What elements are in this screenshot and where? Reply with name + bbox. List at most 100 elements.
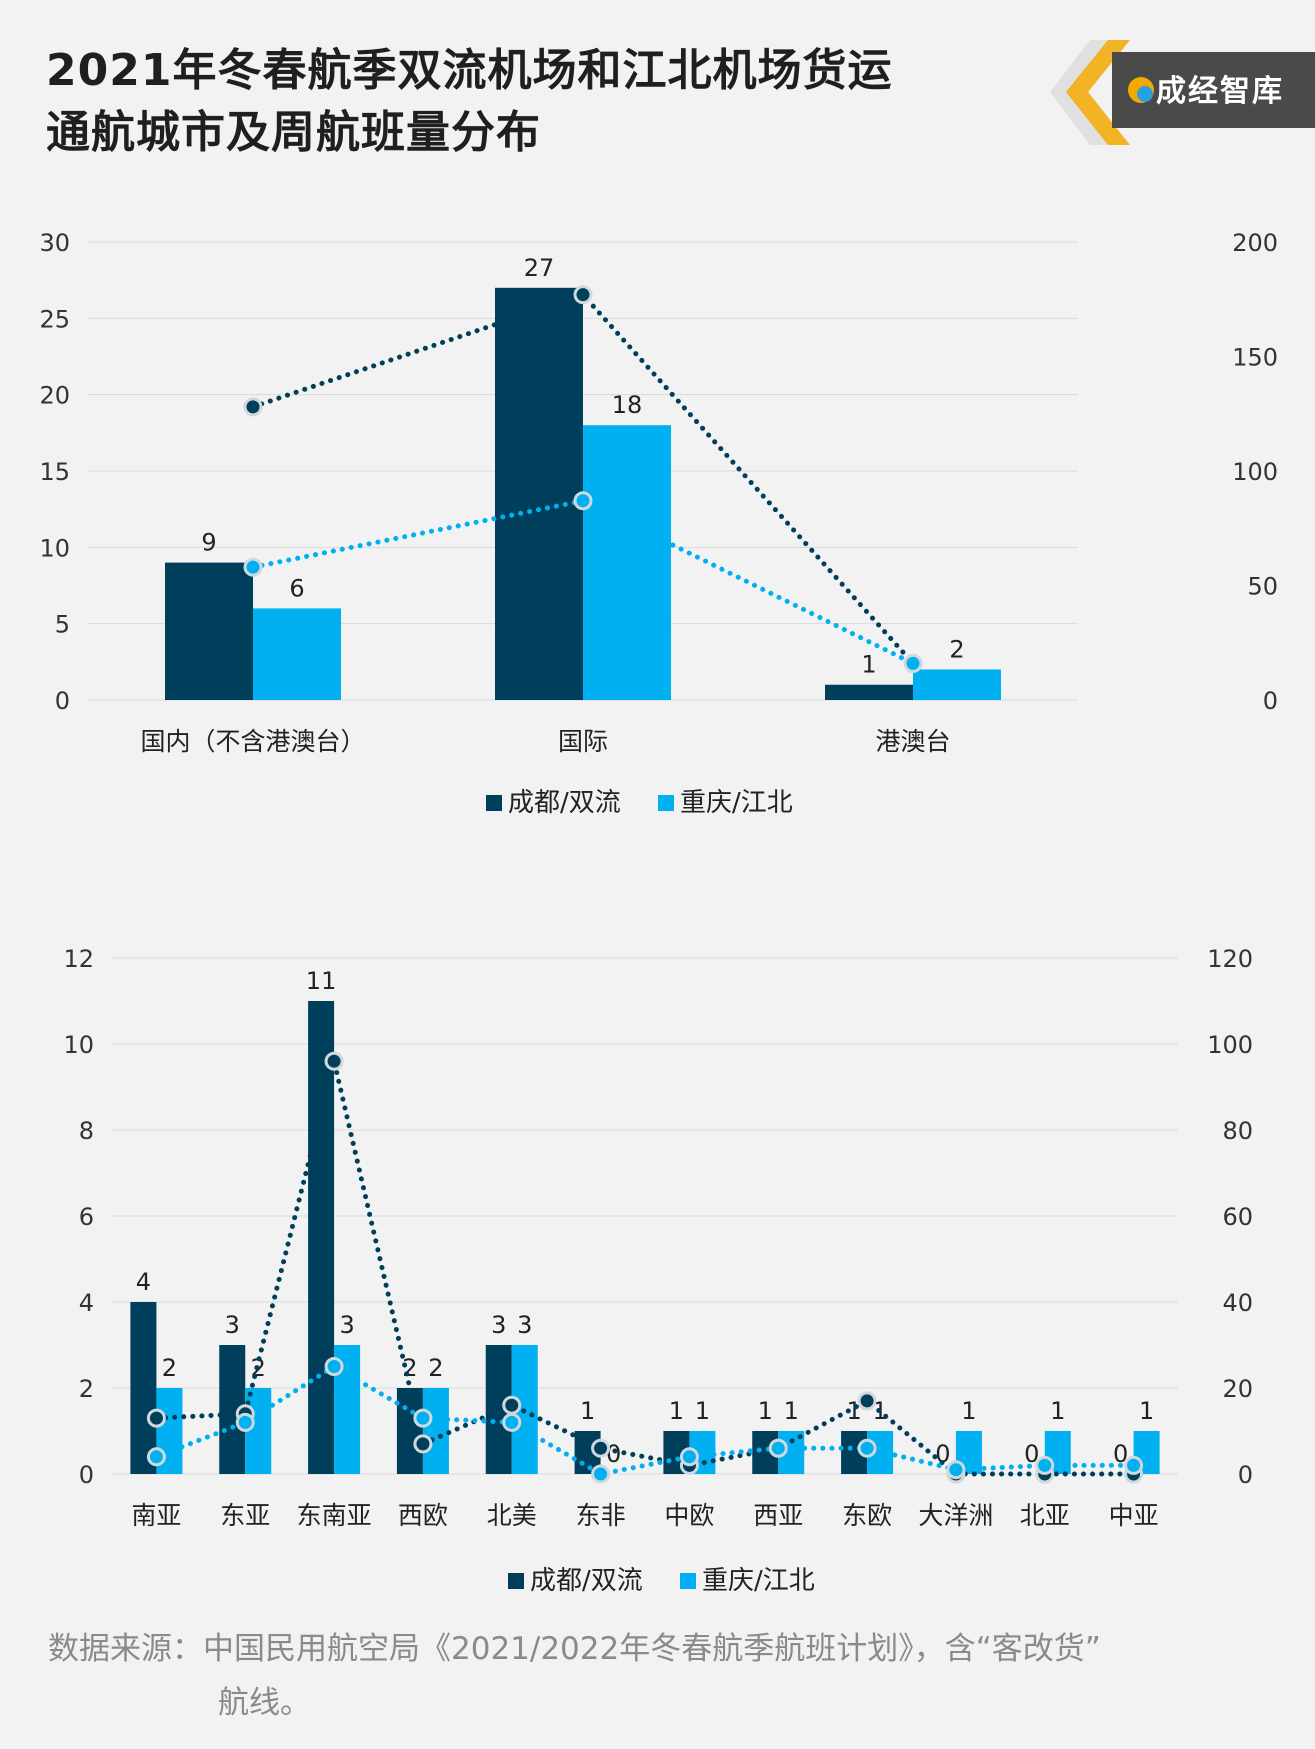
y-axis-tick-label: 12 — [63, 945, 94, 973]
y-axis-tick-label: 15 — [39, 458, 70, 486]
title-line-2: 通航城市及周航班量分布 — [46, 107, 541, 158]
trend-point — [502, 1412, 522, 1432]
data-label: 2 — [428, 1354, 443, 1382]
trend-point — [243, 397, 263, 417]
category-label: 港澳台 — [875, 727, 950, 756]
bar-chongqing — [253, 608, 341, 700]
trend-point — [573, 285, 593, 305]
bar-chengdu — [825, 684, 913, 700]
logo-badge — [1050, 40, 1315, 145]
bar-chongqing — [422, 1388, 449, 1474]
trend-line-chengdu — [153, 1060, 1137, 1477]
y2-axis-tick-label: 20 — [1222, 1375, 1253, 1403]
y-axis-tick-label: 10 — [63, 1031, 94, 1059]
legend-swatch — [486, 795, 502, 811]
bar-chongqing — [583, 425, 671, 700]
trend-point — [146, 1447, 166, 1467]
trend-point — [324, 1051, 344, 1071]
legend-swatch — [658, 795, 674, 811]
category-label: 南亚 — [131, 1501, 181, 1530]
trend-point — [146, 1408, 166, 1428]
y2-axis-tick-label: 150 — [1232, 344, 1278, 372]
bar-chengdu — [495, 287, 583, 700]
data-label: 3 — [339, 1311, 354, 1339]
source-line-1: 数据来源：中国民用航空局《2021/2022年冬春航季航班计划》，含“客改货” — [48, 1631, 1101, 1667]
category-label: 东非 — [576, 1501, 626, 1530]
data-label: 6 — [289, 574, 304, 602]
bar-chengdu — [130, 1302, 157, 1474]
category-label: 东亚 — [220, 1501, 270, 1530]
legend-label: 重庆/江北 — [702, 1566, 815, 1596]
trend-point — [591, 1464, 611, 1484]
trend-point — [413, 1434, 433, 1454]
chart-1-region-types: 0 5 10 15 20 25 30 0 50 100 150 200 9 27 1 6 18 2 国内（不含港澳台… — [39, 229, 1278, 818]
category-label: 西亚 — [753, 1501, 803, 1530]
data-label: 2 — [402, 1354, 417, 1382]
trend-point — [573, 491, 593, 511]
data-label: 11 — [306, 967, 337, 995]
trend-point — [679, 1447, 699, 1467]
data-label: 3 — [517, 1311, 532, 1339]
trend-point — [857, 1391, 877, 1411]
data-label: 1 — [758, 1397, 773, 1425]
category-label: 中亚 — [1109, 1501, 1159, 1530]
y2-axis-tick-label: 100 — [1207, 1031, 1253, 1059]
data-label: 1 — [961, 1397, 976, 1425]
data-label: 3 — [491, 1311, 506, 1339]
data-label: 2 — [949, 635, 964, 663]
category-label: 西欧 — [398, 1501, 448, 1530]
y2-axis-tick-label: 80 — [1222, 1117, 1253, 1145]
y2-axis-tick-label: 0 — [1238, 1461, 1253, 1489]
y-axis-tick-label: 5 — [55, 611, 70, 639]
data-label: 1 — [784, 1397, 799, 1425]
y2-axis-tick-label: 100 — [1232, 458, 1278, 486]
data-label: 0 — [1113, 1440, 1128, 1468]
data-label: 1 — [1050, 1397, 1065, 1425]
trend-line-chongqing — [153, 1363, 1137, 1477]
bar-chengdu — [308, 1001, 335, 1474]
y-axis-tick-label: 6 — [79, 1203, 94, 1231]
logo-text: 成经智库 — [1156, 74, 1284, 109]
data-label: 0 — [1024, 1440, 1039, 1468]
trend-point — [1035, 1455, 1055, 1475]
y2-axis-tick-label: 120 — [1207, 945, 1253, 973]
y-axis-tick-label: 8 — [79, 1117, 94, 1145]
legend-label: 成都/双流 — [508, 788, 621, 818]
trend-point — [946, 1460, 966, 1480]
trend-line-chengdu — [250, 291, 916, 666]
legend-label: 成都/双流 — [530, 1566, 643, 1596]
chart-title: 2021年冬春航季双流机场和江北机场货运 通航城市及周航班量分布 — [46, 40, 892, 164]
data-label: 2 — [162, 1354, 177, 1382]
y-axis-tick-label: 0 — [79, 1461, 94, 1489]
category-label: 北美 — [487, 1501, 537, 1530]
category-label: 北亚 — [1020, 1501, 1070, 1530]
category-label: 东欧 — [842, 1501, 892, 1530]
bar-chengdu — [396, 1388, 423, 1474]
data-label: 1 — [861, 651, 876, 679]
category-label: 东南亚 — [297, 1501, 372, 1530]
trend-point — [413, 1408, 433, 1428]
data-label: 1 — [695, 1397, 710, 1425]
y2-axis-tick-label: 0 — [1263, 687, 1278, 715]
trend-point — [768, 1438, 788, 1458]
y-axis-tick-label: 20 — [39, 382, 70, 410]
trend-point — [502, 1395, 522, 1415]
y-axis-tick-label: 4 — [79, 1289, 94, 1317]
category-label: 国内（不含港澳台） — [140, 727, 365, 756]
data-label: 9 — [201, 529, 216, 557]
trend-point — [324, 1357, 344, 1376]
data-label: 3 — [225, 1311, 240, 1339]
data-label: 1 — [669, 1397, 684, 1425]
trend-point — [243, 557, 263, 577]
y-axis-tick-label: 0 — [55, 687, 70, 715]
data-label: 4 — [136, 1268, 151, 1296]
data-label: 18 — [612, 391, 643, 419]
y-axis-tick-label: 30 — [39, 229, 70, 257]
trend-point — [235, 1412, 255, 1432]
data-source-note: 数据来源：中国民用航空局《2021/2022年冬春航季航班计划》，含“客改货” … — [48, 1622, 1278, 1730]
trend-point — [1124, 1455, 1144, 1475]
y2-axis-tick-label: 50 — [1247, 573, 1278, 601]
y2-axis-tick-label: 60 — [1222, 1203, 1253, 1231]
data-label: 1 — [846, 1397, 861, 1425]
